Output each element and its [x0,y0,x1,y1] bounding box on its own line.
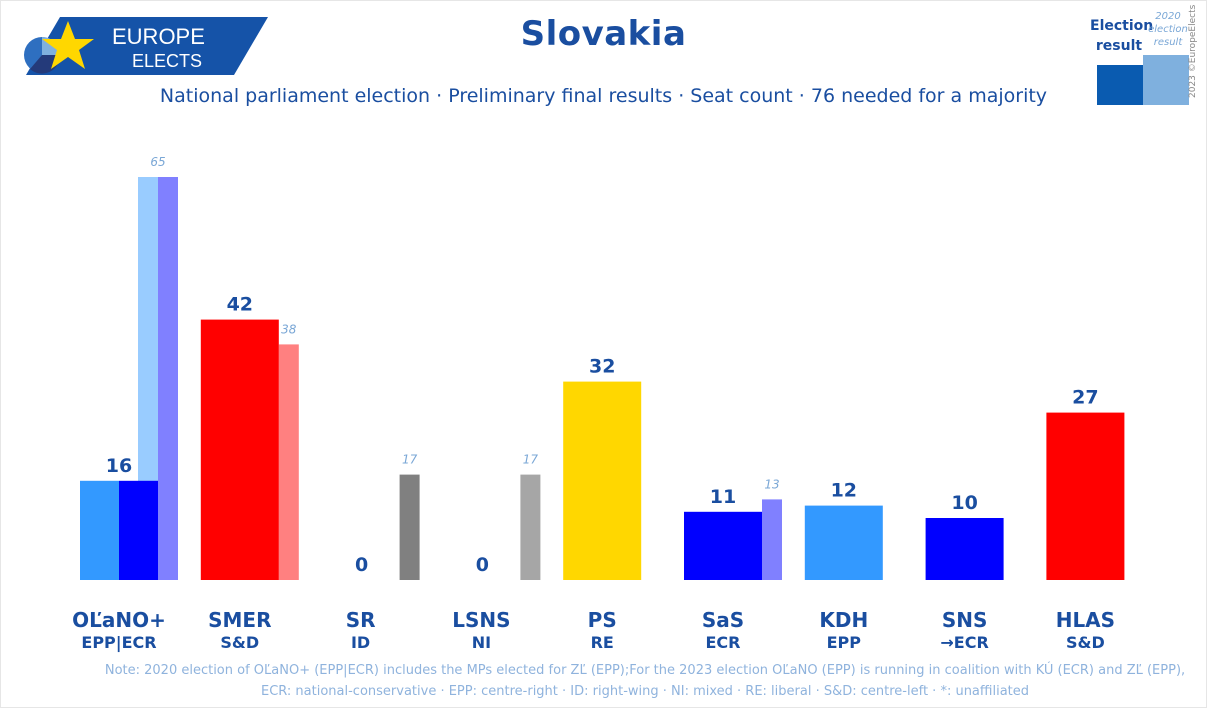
party-label-2: SR ID [301,608,421,654]
party-name: OĽaNO+ [72,608,166,632]
bar-4 [563,381,642,580]
party-label-3: LSNS NI [421,608,541,654]
party-group: ID [350,633,371,652]
europe-elects-logo: EUROPE ELECTS [24,17,268,75]
party-group: RE [590,633,614,652]
prev-bar-2 [399,474,420,580]
prev-value-label-0: 65 [150,155,165,169]
party-label-7: SNS →ECR [905,608,1025,654]
party-group: S&D [220,633,260,652]
party-name: SNS [941,608,988,632]
svg-text:EUROPE: EUROPE [112,24,205,49]
prev-value-label-1: 38 [281,322,297,336]
bar-8 [1046,412,1125,580]
value-label-6: 12 [831,480,857,502]
prev-bar-3 [520,474,541,580]
legend-current-swatch [1097,65,1145,105]
party-name: SR [345,608,376,632]
party-name: LSNS [452,608,511,632]
value-label-7: 10 [951,492,977,514]
note-line-1: Note: 2020 election of OĽaNO+ (EPP|ECR) … [104,663,1186,678]
chart-title: Slovakia [520,14,687,54]
bar-6 [804,505,883,580]
party-name: SaS [701,608,745,632]
legend: Election result 2020 election result 202… [1090,5,1202,108]
party-name: KDH [819,608,869,632]
legend-current-label: Election result [1090,18,1154,54]
party-name: HLAS [1055,608,1116,632]
value-label-0: 16 [106,455,132,477]
prev-bar-1 [278,344,299,580]
party-group: NI [471,633,492,652]
value-label-8: 27 [1072,387,1098,409]
prev-value-label-2: 17 [402,453,418,467]
legend-previous-swatch [1143,55,1189,105]
party-group: ECR [705,633,741,652]
legend-previous-label: 2020 election result [1148,11,1188,48]
party-group: S&D [1066,633,1105,652]
note-line-2: ECR: national-conservative · EPP: centre… [260,684,1030,699]
chart-subtitle: National parliament election · Prelimina… [159,85,1048,107]
party-group: →ECR [940,633,989,652]
party-label-6: KDH EPP [784,608,904,654]
prev-bar-0-a [138,177,158,580]
prev-value-label-5: 13 [764,477,779,491]
value-label-3: 0 [476,554,489,576]
party-label-8: HLAS S&D [1025,608,1145,654]
value-label-5: 11 [710,486,736,508]
party-group: EPP|ECR [81,633,157,652]
value-label-4: 32 [589,356,615,378]
bar-5 [684,511,762,580]
value-label-2: 0 [355,554,368,576]
party-label-4: PS RE [542,608,662,654]
bar-1 [200,319,279,580]
prev-bar-0-b [158,177,178,580]
prev-value-label-3: 17 [523,453,539,467]
party-name: PS [587,608,617,632]
party-group: EPP [826,633,861,652]
value-label-1: 42 [227,294,253,316]
party-label-1: SMER S&D [180,608,300,654]
party-label-5: SaS ECR [663,608,783,654]
bar-0-b [119,480,158,580]
party-label-0: OĽaNO+ EPP|ECR [59,608,179,654]
svg-text:ELECTS: ELECTS [132,51,202,71]
bar-7 [925,518,1004,580]
bar-0-a [80,480,119,580]
party-name: SMER [208,608,272,632]
prev-bar-5 [762,499,782,580]
